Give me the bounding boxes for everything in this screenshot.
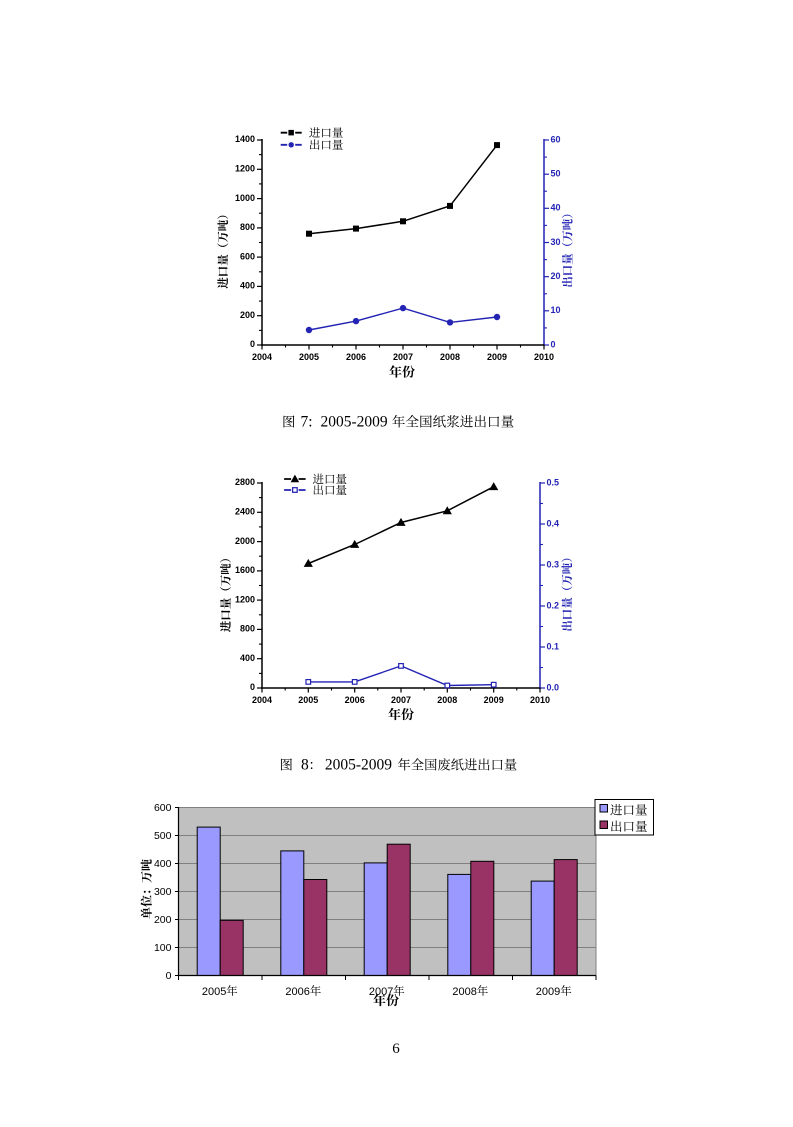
svg-text:0: 0 bbox=[551, 339, 556, 349]
svg-text:8: 8 bbox=[301, 757, 309, 774]
svg-text:2006: 2006 bbox=[285, 986, 309, 998]
svg-text:1200: 1200 bbox=[235, 594, 255, 604]
svg-text:2006: 2006 bbox=[345, 695, 365, 705]
svg-text:0.1: 0.1 bbox=[547, 641, 560, 651]
svg-text:2000: 2000 bbox=[235, 536, 255, 546]
svg-text:10: 10 bbox=[551, 305, 561, 315]
svg-text:2008: 2008 bbox=[440, 352, 460, 362]
svg-text:1400: 1400 bbox=[235, 134, 255, 144]
svg-text:300: 300 bbox=[154, 886, 172, 898]
svg-text:0.5: 0.5 bbox=[547, 477, 560, 487]
svg-text:2008: 2008 bbox=[452, 986, 476, 998]
svg-text:60: 60 bbox=[551, 134, 561, 144]
svg-text:400: 400 bbox=[240, 653, 255, 663]
svg-text:2005-2009: 2005-2009 bbox=[325, 757, 392, 774]
svg-text:50: 50 bbox=[551, 169, 561, 179]
svg-text:2005-2009: 2005-2009 bbox=[321, 414, 388, 431]
svg-text:1000: 1000 bbox=[235, 193, 255, 203]
svg-text:2007: 2007 bbox=[369, 986, 393, 998]
svg-text:2009: 2009 bbox=[484, 695, 504, 705]
svg-text:1200: 1200 bbox=[235, 164, 255, 174]
svg-text:800: 800 bbox=[240, 624, 255, 634]
svg-text:2005: 2005 bbox=[299, 352, 319, 362]
svg-text:100: 100 bbox=[154, 942, 172, 954]
svg-text:500: 500 bbox=[154, 830, 172, 842]
svg-text:40: 40 bbox=[551, 203, 561, 213]
svg-text:0.2: 0.2 bbox=[547, 600, 560, 610]
svg-text:2009: 2009 bbox=[487, 352, 507, 362]
svg-text:0: 0 bbox=[250, 339, 255, 349]
svg-text:2010: 2010 bbox=[530, 695, 550, 705]
svg-text:200: 200 bbox=[240, 310, 255, 320]
svg-text:2005: 2005 bbox=[298, 695, 318, 705]
svg-text:2800: 2800 bbox=[235, 477, 255, 487]
svg-text:0.0: 0.0 bbox=[547, 682, 560, 692]
svg-text:600: 600 bbox=[240, 251, 255, 261]
svg-text:0: 0 bbox=[250, 682, 255, 692]
svg-text:6: 6 bbox=[392, 1041, 400, 1057]
svg-text:2400: 2400 bbox=[235, 507, 255, 517]
svg-text:2005: 2005 bbox=[202, 986, 226, 998]
svg-text:0: 0 bbox=[166, 970, 172, 982]
svg-text:200: 200 bbox=[154, 914, 172, 926]
svg-text:20: 20 bbox=[551, 271, 561, 281]
svg-text:600: 600 bbox=[154, 802, 172, 814]
svg-text:800: 800 bbox=[240, 222, 255, 232]
svg-text:2007: 2007 bbox=[391, 695, 411, 705]
svg-text:7:: 7: bbox=[301, 414, 313, 431]
svg-text:2007: 2007 bbox=[393, 352, 413, 362]
svg-text:400: 400 bbox=[154, 858, 172, 870]
svg-text:0.4: 0.4 bbox=[547, 518, 560, 528]
svg-text:2004: 2004 bbox=[252, 352, 272, 362]
svg-text:2006: 2006 bbox=[346, 352, 366, 362]
svg-text:2009: 2009 bbox=[536, 986, 560, 998]
svg-text:30: 30 bbox=[551, 237, 561, 247]
svg-text:2004: 2004 bbox=[252, 695, 272, 705]
svg-text:2010: 2010 bbox=[534, 352, 554, 362]
svg-text:0.3: 0.3 bbox=[547, 559, 560, 569]
svg-text:400: 400 bbox=[240, 281, 255, 291]
svg-text:2008: 2008 bbox=[437, 695, 457, 705]
svg-text:1600: 1600 bbox=[235, 565, 255, 575]
